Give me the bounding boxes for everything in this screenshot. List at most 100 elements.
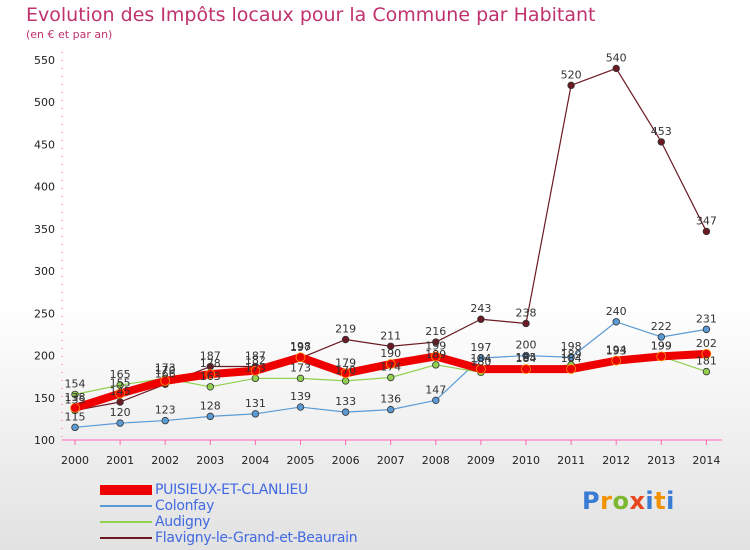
- data-point: [387, 342, 395, 350]
- x-tick-label: 2006: [332, 454, 360, 467]
- data-point: [206, 412, 214, 421]
- data-label: 155: [110, 377, 131, 390]
- data-point: [295, 352, 306, 363]
- data-label: 173: [155, 361, 176, 374]
- data-label: 128: [200, 399, 221, 412]
- data-label: 139: [290, 390, 311, 403]
- data-point: [205, 369, 216, 380]
- data-point: [477, 315, 485, 323]
- data-label: 189: [561, 348, 582, 361]
- data-label: 187: [200, 350, 221, 363]
- data-point: [432, 361, 440, 369]
- x-tick-label: 2010: [512, 454, 540, 467]
- data-label: 197: [290, 341, 311, 354]
- data-label: 187: [245, 350, 266, 363]
- data-point: [341, 408, 350, 416]
- chart-subtitle: (en € et par an): [26, 28, 113, 41]
- data-point: [702, 367, 711, 376]
- x-tick-label: 2009: [467, 454, 495, 467]
- legend-label: Audigny: [155, 514, 211, 530]
- y-tick-label: 100: [34, 434, 55, 447]
- data-label: 115: [65, 410, 86, 423]
- data-label: 200: [516, 339, 537, 352]
- data-label: 120: [110, 406, 131, 419]
- data-label: 136: [380, 393, 401, 406]
- y-tick-label: 300: [34, 265, 55, 278]
- data-label: 222: [651, 320, 672, 333]
- data-point: [611, 355, 622, 366]
- y-tick-label: 550: [34, 54, 55, 67]
- data-point: [251, 374, 260, 383]
- data-label: 184: [516, 352, 537, 365]
- data-label: 453: [651, 125, 672, 138]
- data-label: 211: [380, 329, 401, 342]
- data-label: 540: [606, 51, 627, 64]
- data-label: 185: [516, 351, 537, 364]
- data-point: [116, 419, 124, 427]
- x-tick-label: 2004: [241, 454, 269, 467]
- data-label: 179: [335, 356, 356, 369]
- data-point: [160, 375, 171, 386]
- data-label: 163: [200, 370, 221, 383]
- x-tick-label: 2007: [377, 454, 405, 467]
- data-label: 240: [606, 305, 627, 318]
- data-point: [475, 364, 486, 374]
- data-label: 131: [245, 397, 266, 410]
- data-label: 170: [155, 364, 176, 377]
- data-point: [387, 373, 395, 382]
- data-label: 184: [470, 352, 491, 365]
- y-tick-label: 500: [34, 96, 55, 109]
- data-label: 347: [696, 214, 717, 227]
- data-point: [115, 388, 125, 399]
- data-point: [567, 353, 575, 361]
- data-point: [657, 333, 665, 341]
- data-point: [702, 227, 711, 236]
- data-point: [522, 351, 530, 360]
- data-point: [612, 318, 620, 326]
- x-tick-label: 2001: [106, 454, 134, 467]
- data-point: [116, 381, 124, 389]
- data-label: 147: [425, 383, 446, 396]
- data-point: [430, 351, 441, 362]
- x-tick-label: 2013: [647, 454, 675, 467]
- chart-title: Evolution des Impôts locaux pour la Comm…: [26, 4, 596, 26]
- data-label: 178: [200, 357, 221, 370]
- data-point: [385, 359, 396, 369]
- legend-swatch: [100, 537, 152, 539]
- data-point: [432, 338, 440, 346]
- proxiti-logo: Proxiti: [582, 487, 675, 515]
- data-label: 173: [290, 361, 311, 374]
- data-label: 198: [290, 340, 311, 353]
- data-label: 165: [110, 368, 131, 381]
- data-label: 202: [696, 337, 717, 350]
- x-tick-label: 2012: [602, 454, 630, 467]
- data-point: [656, 351, 667, 362]
- y-tick-label: 200: [34, 350, 55, 363]
- legend-swatch: [100, 505, 152, 507]
- data-label: 123: [155, 404, 176, 417]
- data-label: 198: [561, 340, 582, 353]
- data-label: 189: [425, 348, 446, 361]
- data-point: [566, 364, 576, 374]
- data-label: 193: [606, 344, 627, 357]
- data-point: [701, 348, 712, 359]
- x-tick-label: 2011: [557, 454, 585, 467]
- data-label: 199: [651, 339, 672, 352]
- x-tick-label: 2002: [151, 454, 179, 467]
- x-tick-label: 2008: [422, 454, 450, 467]
- data-label: 219: [335, 323, 356, 336]
- data-point: [341, 335, 350, 344]
- data-point: [477, 354, 485, 362]
- data-point: [116, 398, 124, 406]
- data-point: [612, 64, 620, 73]
- data-label: 166: [155, 367, 176, 380]
- data-label: 173: [245, 361, 266, 374]
- data-point: [567, 81, 575, 90]
- data-point: [71, 423, 79, 432]
- legend-label: Colonfay: [155, 498, 215, 514]
- data-label: 238: [516, 306, 537, 319]
- y-tick-label: 350: [34, 223, 55, 236]
- x-tick-label: 2003: [196, 454, 224, 467]
- data-point: [70, 403, 80, 413]
